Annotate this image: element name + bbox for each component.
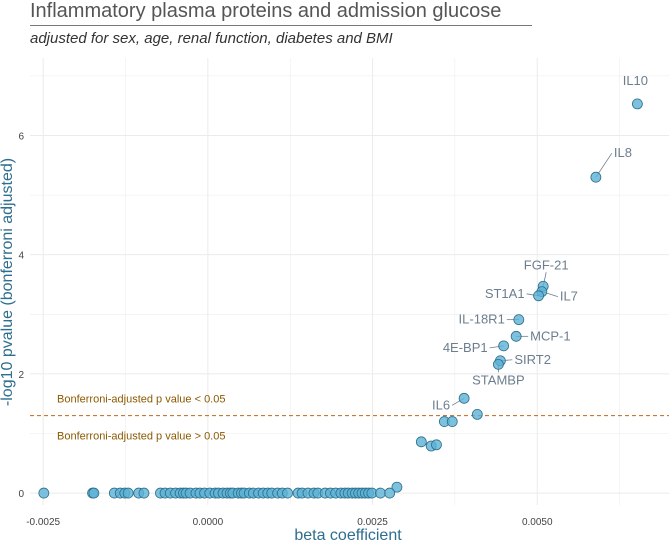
x-tick-label: -0.0025 [26,517,60,528]
data-point [590,171,602,183]
chart-title: Inflammatory plasma proteins and admissi… [30,0,502,22]
point-label: IL7 [560,289,578,304]
data-point [492,358,504,370]
x-tick-label: 0.0025 [357,517,388,528]
point-label: FGF-21 [524,257,569,272]
point-label: IL10 [623,73,648,88]
threshold-label-below: Bonferroni-adjusted p value > 0.05 [57,431,225,443]
point-label: IL6 [432,397,450,412]
data-point [38,487,50,499]
data-point [138,487,150,499]
data-point [375,487,386,499]
data-point [510,330,522,342]
y-tick-label: 6 [18,131,24,142]
data-point [631,98,643,110]
point-label: MCP-1 [530,328,570,343]
plot-grid [30,58,669,505]
x-axis-label: beta coefficient [294,527,402,543]
point-label: ST1A1 [485,286,525,301]
data-point [384,487,396,499]
data-point [282,487,293,499]
point-label: STAMBP [472,372,525,387]
data-point [122,487,134,499]
y-tick-label: 0 [18,489,24,500]
label-leader-lines [451,152,613,406]
chart-subtitle: adjusted for sex, age, renal function, d… [30,30,393,47]
y-tick-label: 4 [18,251,24,262]
x-tick-label: 0.0050 [522,517,553,528]
point-label: 4E-BP1 [443,340,488,355]
data-point [498,340,510,352]
data-points [38,98,643,499]
data-point [446,416,458,427]
data-point [471,409,483,420]
data-point [513,314,525,326]
data-point [88,487,100,499]
point-label: IL-18R1 [459,312,505,327]
data-point [458,392,470,404]
data-point [415,436,427,448]
data-point [391,481,403,493]
x-tick-label: 0.0000 [193,517,224,528]
point-label: IL8 [614,145,632,160]
data-point [533,290,544,302]
threshold-label-above: Bonferroni-adjusted p value < 0.05 [57,394,225,406]
point-labels: IL10 IL8 FGF-21 IL7 ST1A1 IL-18R1 MCP-1 4E-BP1 S… [432,73,648,412]
point-label: SIRT2 [514,352,551,367]
title-underline [30,25,532,26]
axis-ticks: -0.0025 0.0000 0.0025 0.0050 0 2 4 6 [18,131,553,528]
y-tick-label: 2 [18,370,24,381]
y-axis-label: -log10 pvalue (bonferroni adjusted) [0,158,16,406]
data-point [431,439,442,451]
threshold-layer: Bonferroni-adjusted p value < 0.05 Bonfer… [30,394,669,443]
